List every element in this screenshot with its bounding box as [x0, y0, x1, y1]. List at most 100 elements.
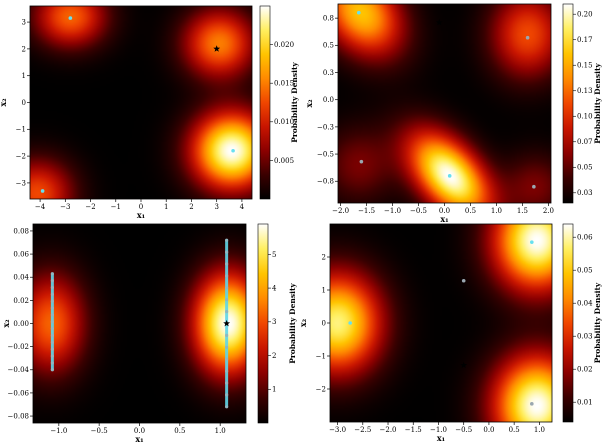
y-tick-label: 0 [322, 319, 326, 327]
y-axis-label: x₂ [0, 98, 8, 107]
colorbar-tick-label: 0.20 [577, 11, 593, 19]
y-tick-label: −2 [16, 153, 26, 161]
x-axis-label: x₁ [135, 434, 143, 444]
x-tick-label: 1 [164, 203, 168, 211]
sample-point [225, 286, 229, 290]
colorbar-tick-label: 0.03 [577, 333, 593, 341]
colorbar [562, 3, 574, 204]
sample-point [50, 354, 54, 358]
x-tick-label: 1.0 [534, 426, 545, 434]
density-heatmap [30, 6, 252, 199]
x-tick-label: −1.0 [430, 426, 447, 434]
x-tick-label: −2.5 [354, 426, 371, 434]
star-marker [460, 361, 468, 369]
x-tick-label: −1.5 [358, 207, 375, 215]
sample-point [50, 368, 54, 372]
star-marker [435, 18, 443, 26]
x-tick-label: −0.5 [410, 207, 427, 215]
sample-point [50, 340, 54, 344]
y-tick-label: −0.06 [8, 389, 30, 397]
colorbar-label: Probability Density [288, 283, 297, 364]
x-tick-label: 0 [139, 203, 143, 211]
sample-point [225, 274, 229, 278]
panels: −4 −3 −2 −1 0 1 2 3 4−3−2−10123x₁x₂0.0050.0100.0… [0, 3, 602, 444]
y-axis-label: x₂ [1, 319, 11, 328]
x-tick-label: −1 [111, 203, 121, 211]
star-marker [223, 319, 231, 327]
y-tick-label: 0.02 [13, 297, 29, 305]
star-marker [213, 45, 221, 52]
colorbar-tick-label: 1 [272, 386, 276, 394]
sample-point [50, 279, 54, 283]
sample-point [50, 292, 54, 296]
x-tick-label: 0.0 [483, 426, 494, 434]
y-tick-label: −0.3 [317, 123, 334, 131]
x-axis-label: x₁ [137, 210, 145, 220]
y-tick-label: −0.08 [8, 412, 29, 420]
y-tick-label: −0.8 [317, 178, 334, 186]
colorbar-tick-label: 0.17 [577, 36, 593, 44]
sample-point [50, 347, 54, 351]
sample-point [225, 381, 229, 385]
sample-point [359, 159, 364, 164]
colorbar-tick-label: 0.02 [577, 366, 593, 374]
y-tick-label: 0.8 [323, 15, 334, 23]
colorbar-tick-label: 0.010 [274, 118, 294, 126]
x-tick-label: 0.5 [465, 207, 476, 215]
x-tick-label: 1.5 [517, 207, 528, 215]
sample-point [68, 16, 73, 20]
sample-point [225, 250, 229, 254]
x-tick-label: 0.0 [439, 207, 450, 215]
sample-point [530, 402, 534, 406]
sample-point [225, 309, 229, 314]
sample-point [50, 313, 54, 317]
sample-point [461, 278, 466, 283]
sample-point [225, 369, 229, 373]
colorbar-tick-label: 0.13 [577, 87, 593, 95]
chart-panel-4: −3.0 −2.5 −2.0 −1.5 −1.0 −0.5 0.0 0.5 1.0 −2 −1 0 1 2… [298, 223, 602, 443]
sample-point [225, 345, 229, 349]
sample-point [356, 10, 361, 15]
colorbar-tick-label: 0.05 [577, 267, 593, 275]
sample-point [50, 285, 54, 290]
x-tick-label: −1.0 [384, 207, 401, 215]
y-tick-label: 1 [22, 72, 26, 80]
colorbar-tick-label: 0.04 [577, 300, 593, 308]
colorbar-tick-label: 3 [272, 318, 276, 326]
y-tick-label: 0.5 [323, 42, 334, 50]
sample-point [225, 357, 229, 361]
colorbar [562, 223, 574, 423]
x-tick-label: −3.0 [329, 426, 346, 434]
y-tick-label: −0.02 [8, 343, 29, 351]
x-tick-label: 4 [240, 203, 245, 211]
density-heatmap [33, 224, 246, 423]
y-tick-label: 1 [322, 286, 326, 294]
sample-point [40, 189, 45, 193]
sample-point [50, 333, 54, 338]
colorbar-tick-label: 0.07 [577, 138, 593, 146]
density-heatmap [330, 224, 552, 422]
sample-point [225, 298, 229, 302]
chart-panel-1: −4 −3 −2 −1 0 1 2 3 4 −3 −2 −1 0 1 2 3 x₁ x₂ 0.005 0.010 0.0… [0, 5, 299, 220]
sample-point [225, 333, 229, 338]
colorbar-tick-label: 0.03 [577, 189, 593, 197]
x-tick-label: 2.0 [543, 207, 554, 215]
x-tick-label: 2 [189, 203, 193, 211]
sample-point [532, 184, 536, 189]
density-heatmap [338, 4, 551, 203]
colorbar-tick-label: 4 [272, 284, 277, 292]
x-tick-label: 1.0 [215, 427, 226, 435]
y-tick-label: −1 [16, 126, 26, 134]
colorbar-tick-label: 0.015 [274, 80, 294, 88]
sample-point [225, 405, 229, 409]
colorbar-label: Probability Density [593, 63, 602, 144]
y-tick-label: 0.06 [13, 250, 29, 258]
x-tick-label: 0.5 [509, 426, 520, 434]
sample-point [50, 320, 54, 324]
colorbar-tick-label: 0.005 [274, 157, 294, 165]
chart-panel-3: −1.0 −0.5 0.0 0.5 1.0 −0.08 −0.06 −0.04 −0.02 0.0… [1, 223, 297, 444]
colorbar [259, 5, 271, 200]
y-axis-label: x₂ [298, 318, 308, 327]
sample-point [50, 299, 54, 303]
x-tick-label: −2.0 [380, 426, 397, 434]
